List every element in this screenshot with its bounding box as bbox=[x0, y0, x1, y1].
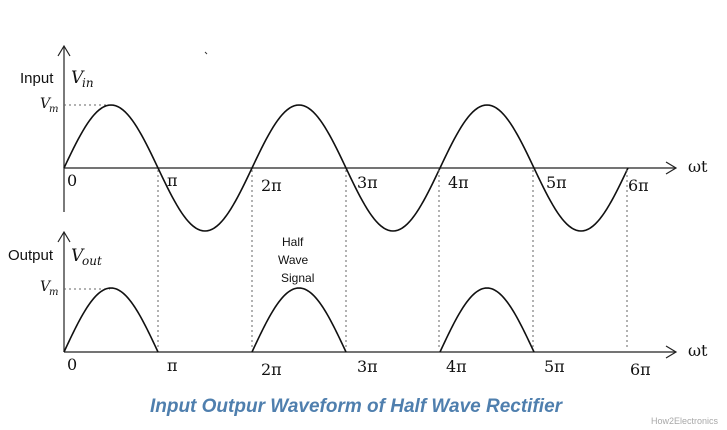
input-tick-2pi: 2π bbox=[261, 176, 282, 195]
output-label: Output bbox=[8, 247, 54, 264]
output-peak-label: V m bbox=[40, 279, 58, 298]
input-peak-label: V m bbox=[40, 96, 58, 115]
input-tick-5pi: 5π bbox=[546, 173, 567, 192]
input-tick-labels: 0 π 2π 3π 4π 5π 6π bbox=[67, 171, 649, 195]
output-half-wave bbox=[63, 287, 535, 353]
input-symbol: V in bbox=[71, 68, 94, 90]
output-panel: Output V out V m Half Wave Signal ωt 0 π… bbox=[8, 230, 708, 379]
annotation-line-3: Signal bbox=[281, 271, 314, 285]
output-x-axis-arrowhead bbox=[665, 345, 678, 359]
output-symbol-main: V bbox=[71, 246, 85, 266]
output-y-axis-arrowhead bbox=[57, 230, 71, 243]
half-wave-annotation: Half Wave Signal bbox=[278, 235, 314, 285]
input-symbol-subscript: in bbox=[82, 76, 94, 90]
input-label: Input bbox=[20, 70, 54, 87]
output-tick-5pi: 5π bbox=[544, 357, 565, 376]
input-symbol-main: V bbox=[71, 68, 85, 88]
diagram-title: Input Outpur Waveform of Half Wave Recti… bbox=[150, 396, 564, 417]
output-tick-2pi: 2π bbox=[261, 360, 282, 379]
output-symbol-subscript: out bbox=[82, 254, 102, 268]
input-x-axis-arrowhead bbox=[665, 161, 678, 175]
output-time-axis-label: ωt bbox=[688, 341, 708, 360]
input-time-axis-label: ωt bbox=[688, 157, 708, 176]
output-symbol: V out bbox=[71, 246, 102, 268]
output-tick-4pi: 4π bbox=[446, 357, 467, 376]
input-y-axis-arrowhead bbox=[57, 44, 71, 57]
output-peak-subscript: m bbox=[49, 287, 58, 298]
output-tick-pi: π bbox=[167, 356, 178, 375]
annotation-line-2: Wave bbox=[278, 253, 309, 267]
input-tick-6pi: 6π bbox=[628, 176, 649, 195]
input-peak-subscript: m bbox=[49, 104, 58, 115]
output-tick-labels: 0 π 2π 3π 4π 5π 6π bbox=[67, 355, 651, 379]
input-tick-pi: π bbox=[167, 171, 178, 190]
input-panel: Input V in V m ωt 0 π 2π 3π 4π 5π 6π bbox=[20, 44, 708, 232]
input-tick-4pi: 4π bbox=[448, 173, 469, 192]
stray-mark bbox=[204, 51, 208, 55]
output-tick-6pi: 6π bbox=[630, 360, 651, 379]
period-guide-lines bbox=[157, 170, 628, 350]
input-tick-0: 0 bbox=[67, 171, 77, 190]
input-peak-main: V bbox=[40, 96, 52, 112]
output-peak-main: V bbox=[40, 279, 52, 295]
input-tick-3pi: 3π bbox=[357, 173, 378, 192]
output-tick-3pi: 3π bbox=[357, 357, 378, 376]
annotation-line-1: Half bbox=[282, 235, 304, 249]
output-tick-0: 0 bbox=[67, 355, 77, 374]
watermark: How2Electronics bbox=[651, 416, 719, 426]
input-sine-wave bbox=[63, 104, 629, 232]
